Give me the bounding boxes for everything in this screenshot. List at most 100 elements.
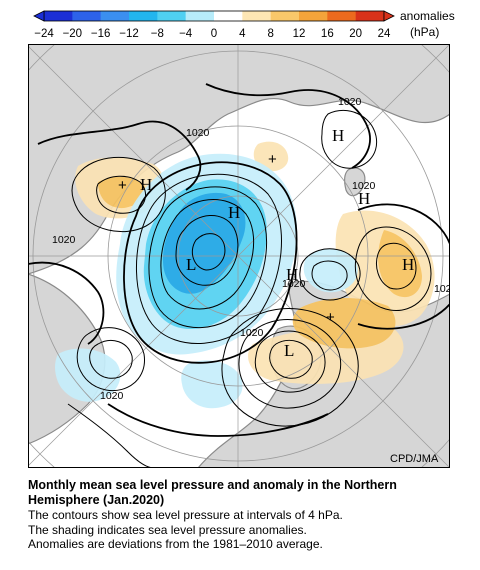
meridian xyxy=(237,44,450,257)
anomaly-center-markers: + + + xyxy=(118,151,335,326)
contour-label: 1020 xyxy=(240,327,264,339)
positive-anomaly-siberia-core xyxy=(98,176,145,209)
colorbar-tick-label: 4 xyxy=(239,28,246,40)
meridian xyxy=(237,255,450,468)
negative-anomaly-arctic-core xyxy=(162,192,246,294)
colorbar-tick-label: −4 xyxy=(179,28,193,40)
land-eurasia xyxy=(28,44,450,275)
colorbar-segment xyxy=(100,11,130,21)
colorbar-ticks: −24 −20 −16 −12 −8 −4 0 4 8 12 16 20 24 xyxy=(34,28,391,40)
caption-title: Monthly mean sea level pressure and anom… xyxy=(28,478,397,507)
colorbar-segment xyxy=(72,11,101,21)
colorbar-tick-label: −16 xyxy=(91,28,111,40)
colorbar-right-arrow xyxy=(383,10,395,22)
high-pressure-center: H xyxy=(228,203,240,222)
colorbar-segment xyxy=(157,11,186,21)
positive-anomaly-pacific-core xyxy=(378,230,422,298)
positive-anomaly-east-asia xyxy=(253,141,289,172)
contour-pacific-high-1 xyxy=(376,242,417,290)
colorbar-tick-label: −12 xyxy=(119,28,139,40)
high-pressure-center: H xyxy=(332,126,344,145)
contour-low-core-6 xyxy=(123,161,298,364)
negative-anomaly-europe xyxy=(55,348,121,402)
contour-low-core-3 xyxy=(160,199,255,310)
contour-1020-south xyxy=(107,403,329,437)
contour-1020-north xyxy=(205,83,371,169)
contour-label: 1020 xyxy=(352,180,376,192)
positive-anomaly-marker: + xyxy=(326,309,335,326)
colorbar-tick-label: −20 xyxy=(63,28,83,40)
contour-europe-high-2 xyxy=(76,327,145,392)
positive-anomaly-marker: + xyxy=(268,151,277,168)
contour-europe-high-1 xyxy=(89,340,133,379)
contour-low-core-1 xyxy=(191,233,226,271)
contour-low-core-4 xyxy=(148,186,268,329)
low-pressure-center: L xyxy=(284,341,294,360)
contour-label: 1020 xyxy=(100,390,124,402)
colorbar-left-arrow xyxy=(33,10,45,22)
contour-atlantic-low-3 xyxy=(238,318,342,409)
contour-east-asia-high xyxy=(321,109,378,169)
meridian xyxy=(28,255,239,467)
land-japan xyxy=(344,167,366,197)
map-attribution: CPD/JMA xyxy=(390,453,439,465)
contour-label: 102 xyxy=(434,283,450,295)
low-pressure-center: L xyxy=(186,255,196,274)
colorbar-tick-label: −8 xyxy=(151,28,164,40)
contour-low-core-2 xyxy=(175,215,239,286)
contour-atlantic-low-1 xyxy=(269,340,313,379)
colorbar-unit: (hPa) xyxy=(410,25,439,39)
contour-siberia-high xyxy=(96,175,147,214)
contour-labels: 1020 1020 1020 1020 1020 1020 102 1020 xyxy=(52,96,450,402)
contour-pacific-high-2 xyxy=(354,226,432,311)
positive-anomaly-atlantic-core xyxy=(292,298,396,349)
map-frame xyxy=(28,44,450,468)
contour-label: 1020 xyxy=(186,127,210,139)
colorbar-segment xyxy=(299,11,328,21)
high-pressure-center: H xyxy=(140,175,152,194)
contour-1020-eurasia xyxy=(37,120,202,191)
meridians xyxy=(28,44,450,468)
contour-label: 1020 xyxy=(338,96,362,108)
colorbar-tick-label: −24 xyxy=(34,28,54,40)
high-pressure-center: H xyxy=(286,265,298,284)
caption-line-contours: The contours show sea level pressure at … xyxy=(28,508,343,522)
anomaly-colorbar: −24 −20 −16 −12 −8 −4 0 4 8 12 16 20 24 anomalies (h… xyxy=(33,9,455,40)
negative-anomaly-north-pacific xyxy=(303,248,358,293)
colorbar-label: anomalies xyxy=(400,9,455,23)
colorbar-segment xyxy=(185,11,215,21)
colorbar-tick-label: 0 xyxy=(211,28,217,40)
colorbar-tick-label: 20 xyxy=(349,28,362,40)
colorbar-segment xyxy=(214,11,243,21)
contour-aleutian-low-1 xyxy=(311,260,348,291)
colorbar-segments xyxy=(43,10,385,22)
figure-caption: Monthly mean sea level pressure and anom… xyxy=(28,478,468,552)
contour-1020-pacific xyxy=(357,203,450,330)
pressure-contours xyxy=(28,83,450,468)
high-pressure-center: H xyxy=(358,189,370,208)
contour-atlantic-low-2 xyxy=(254,330,326,393)
contour-siberia-high-outer xyxy=(71,156,166,233)
colorbar-tick-label: 12 xyxy=(293,28,306,40)
contour-label: 1020 xyxy=(52,234,76,246)
contour-low-core-5 xyxy=(135,173,282,344)
colorbar-segment xyxy=(44,11,73,21)
colorbar-tick-label: 16 xyxy=(321,28,334,40)
colorbar-segment xyxy=(270,11,300,21)
negative-anomaly-atlantic-west xyxy=(181,360,243,409)
high-pressure-center: H xyxy=(402,255,414,274)
positive-anomaly-marker: + xyxy=(118,177,127,194)
contour-africa-outer xyxy=(67,403,155,468)
colorbar-segment xyxy=(129,11,158,21)
meridian xyxy=(28,45,239,257)
caption-line-shading: The shading indicates sea level pressure… xyxy=(28,522,307,537)
sea-level-pressure-map: 1020 1020 1020 1020 1020 1020 102 1020 H… xyxy=(28,44,450,468)
contour-1020-europe xyxy=(28,261,105,345)
contour-aleutian-low-2 xyxy=(299,248,361,301)
colorbar-segment xyxy=(242,11,271,21)
colorbar-tick-label: 8 xyxy=(267,28,273,40)
colorbar-segment xyxy=(355,11,385,21)
colorbar-segment xyxy=(327,11,356,21)
colorbar-tick-label: 24 xyxy=(378,28,391,40)
contour-label: 1020 xyxy=(282,278,306,290)
